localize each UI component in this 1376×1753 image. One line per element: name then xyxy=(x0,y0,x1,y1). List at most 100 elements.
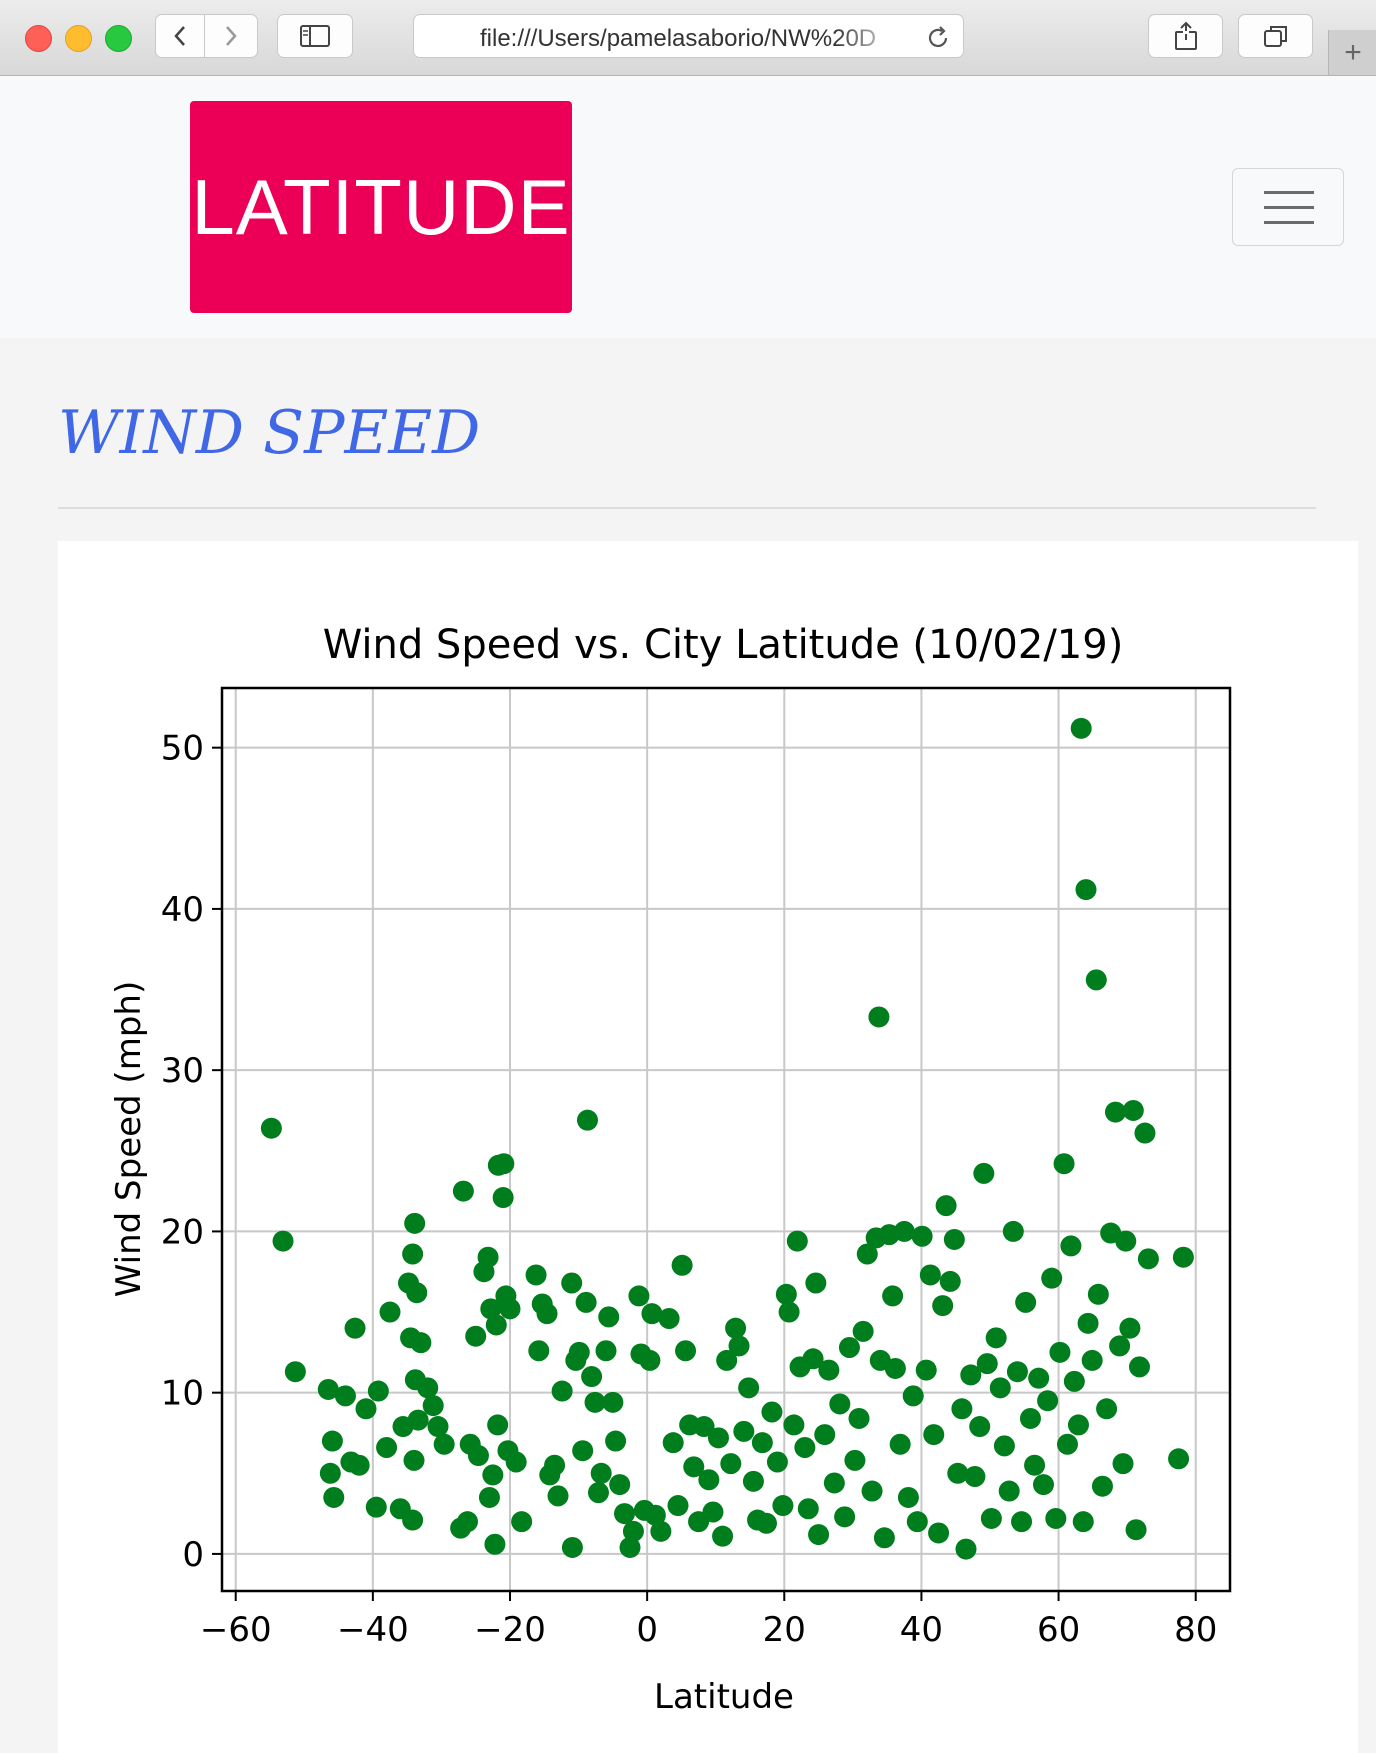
data-point xyxy=(505,1451,527,1473)
data-point xyxy=(882,1285,904,1307)
data-point xyxy=(465,1325,487,1347)
tabs-overview-button[interactable] xyxy=(1238,14,1313,58)
y-tick-label: 30 xyxy=(161,1051,204,1091)
data-point xyxy=(544,1454,566,1476)
data-point xyxy=(323,1486,345,1508)
sidebar-button[interactable] xyxy=(277,14,353,58)
data-point xyxy=(551,1380,573,1402)
data-point xyxy=(467,1445,489,1467)
data-point xyxy=(1134,1122,1156,1144)
data-point xyxy=(639,1349,661,1371)
data-point xyxy=(738,1377,760,1399)
data-point xyxy=(919,1264,941,1286)
data-point xyxy=(923,1424,945,1446)
scatter-chart: Wind Speed vs. City Latitude (10/02/19) … xyxy=(109,622,1232,1717)
data-point xyxy=(766,1451,788,1473)
minimize-window-button[interactable] xyxy=(65,25,92,52)
data-point xyxy=(1070,717,1092,739)
x-tick-label: −40 xyxy=(337,1610,409,1650)
data-point xyxy=(321,1430,343,1452)
data-point xyxy=(1128,1356,1150,1378)
data-point xyxy=(485,1314,507,1336)
data-point xyxy=(1091,1475,1113,1497)
data-point xyxy=(568,1341,590,1363)
data-point xyxy=(818,1359,840,1381)
x-tick-label: 60 xyxy=(1037,1610,1080,1650)
data-point xyxy=(590,1462,612,1484)
data-point xyxy=(939,1270,961,1292)
data-point xyxy=(943,1228,965,1250)
data-point xyxy=(402,1509,424,1531)
address-bar[interactable]: file:///Users/pamelasaborio/NW%20D xyxy=(413,14,964,58)
data-point xyxy=(609,1474,631,1496)
data-point xyxy=(650,1520,672,1542)
url-fade xyxy=(834,21,904,51)
data-point xyxy=(829,1393,851,1415)
data-point xyxy=(1115,1230,1137,1252)
x-tick-label: −20 xyxy=(474,1610,546,1650)
data-point xyxy=(1019,1407,1041,1429)
data-point xyxy=(628,1285,650,1307)
data-point xyxy=(376,1436,398,1458)
share-button[interactable] xyxy=(1148,14,1223,58)
data-point xyxy=(1072,1511,1094,1533)
data-point xyxy=(1075,879,1097,901)
data-point xyxy=(547,1485,569,1507)
site-navbar: LATITUDE xyxy=(0,76,1376,338)
data-point xyxy=(1125,1519,1147,1541)
data-point xyxy=(407,1409,429,1431)
close-window-button[interactable] xyxy=(25,25,52,52)
y-tick-label: 0 xyxy=(182,1535,204,1575)
data-point xyxy=(1056,1433,1078,1455)
data-point xyxy=(605,1430,627,1452)
data-point xyxy=(838,1337,860,1359)
data-point xyxy=(802,1348,824,1370)
data-point xyxy=(584,1391,606,1413)
reload-icon[interactable] xyxy=(926,25,952,51)
data-point xyxy=(698,1469,720,1491)
data-point xyxy=(404,1212,426,1234)
data-point xyxy=(911,1225,933,1247)
data-point xyxy=(1002,1220,1024,1242)
data-point xyxy=(1104,1101,1126,1123)
data-point xyxy=(587,1482,609,1504)
data-point xyxy=(1122,1099,1144,1121)
data-point xyxy=(889,1433,911,1455)
data-point xyxy=(417,1377,439,1399)
data-point xyxy=(989,1377,1011,1399)
data-point xyxy=(834,1506,856,1528)
data-point xyxy=(272,1230,294,1252)
data-point xyxy=(1109,1335,1131,1357)
data-point xyxy=(1045,1507,1067,1529)
data-point xyxy=(980,1507,1002,1529)
data-point xyxy=(493,1153,515,1175)
data-point xyxy=(427,1416,449,1438)
data-point xyxy=(402,1243,424,1265)
brand-logo[interactable]: LATITUDE xyxy=(190,101,572,313)
new-tab-button[interactable]: + xyxy=(1328,30,1376,75)
x-tick-label: 20 xyxy=(763,1610,806,1650)
data-point xyxy=(742,1470,764,1492)
data-point xyxy=(1028,1367,1050,1389)
back-button[interactable] xyxy=(155,14,205,58)
data-point xyxy=(1085,969,1107,991)
data-point xyxy=(478,1486,500,1508)
y-tick-label: 50 xyxy=(161,729,204,769)
sidebar-icon xyxy=(300,25,330,47)
data-point xyxy=(797,1498,819,1520)
data-point xyxy=(365,1496,387,1518)
data-point xyxy=(844,1449,866,1471)
y-tick-label: 10 xyxy=(161,1374,204,1414)
data-point xyxy=(482,1464,504,1486)
data-point xyxy=(1168,1448,1190,1470)
data-point xyxy=(422,1395,444,1417)
data-point xyxy=(960,1364,982,1386)
data-point xyxy=(935,1195,957,1217)
data-point xyxy=(808,1524,830,1546)
data-point xyxy=(344,1317,366,1339)
data-point xyxy=(1081,1349,1103,1371)
forward-button[interactable] xyxy=(205,14,258,58)
zoom-window-button[interactable] xyxy=(105,25,132,52)
menu-toggle-button[interactable] xyxy=(1232,168,1344,246)
data-point xyxy=(964,1466,986,1488)
